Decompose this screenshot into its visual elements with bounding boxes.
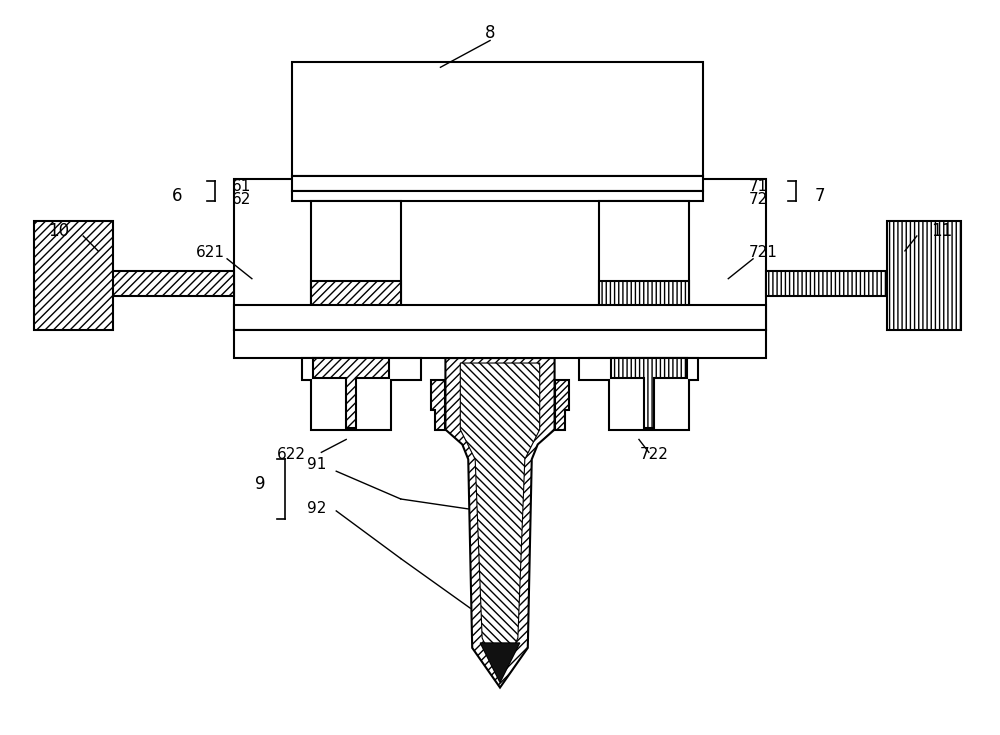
Polygon shape — [234, 306, 766, 330]
Polygon shape — [292, 191, 703, 201]
Text: 621: 621 — [196, 245, 225, 260]
Text: 11: 11 — [931, 222, 952, 240]
Polygon shape — [579, 358, 698, 429]
Text: 6: 6 — [172, 187, 183, 205]
Text: 10: 10 — [48, 222, 69, 240]
Text: 622: 622 — [277, 447, 306, 462]
Polygon shape — [445, 358, 555, 687]
Polygon shape — [234, 330, 766, 358]
Text: 91: 91 — [307, 456, 326, 472]
Text: 7: 7 — [814, 187, 825, 205]
Text: 8: 8 — [485, 24, 495, 42]
Polygon shape — [599, 201, 689, 310]
Polygon shape — [611, 358, 687, 428]
Polygon shape — [431, 380, 445, 429]
Polygon shape — [480, 643, 520, 683]
Text: 62: 62 — [232, 192, 252, 207]
Polygon shape — [103, 270, 234, 295]
Text: 721: 721 — [749, 245, 777, 260]
Polygon shape — [313, 358, 389, 428]
Polygon shape — [292, 62, 703, 176]
Text: 61: 61 — [232, 179, 252, 194]
Text: 92: 92 — [307, 501, 326, 517]
Text: 722: 722 — [639, 447, 668, 462]
Text: 71: 71 — [748, 179, 768, 194]
Polygon shape — [34, 221, 113, 330]
Polygon shape — [599, 281, 689, 310]
Text: 72: 72 — [748, 192, 768, 207]
Polygon shape — [460, 363, 540, 678]
Polygon shape — [311, 281, 401, 310]
Polygon shape — [292, 176, 703, 191]
Polygon shape — [311, 201, 401, 310]
Polygon shape — [887, 221, 961, 330]
Polygon shape — [302, 358, 421, 429]
Polygon shape — [555, 380, 569, 429]
Polygon shape — [234, 179, 766, 330]
Polygon shape — [766, 270, 897, 295]
Text: 9: 9 — [255, 475, 265, 493]
